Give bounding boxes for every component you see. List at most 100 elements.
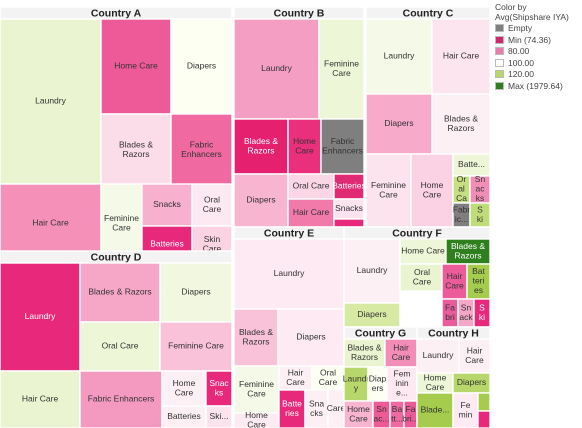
country-group: Country B Laundry Feminine Care Blades & Razo… <box>233 6 366 228</box>
treemap-cell <box>79 321 161 372</box>
legend-label: Min (74.36) <box>508 34 551 45</box>
treemap-cell <box>159 321 233 372</box>
cell-label: Blade... <box>421 405 450 415</box>
country-title: Country F <box>392 227 442 239</box>
cell-label: Batteries <box>332 181 366 191</box>
cell-label: Diapers <box>296 332 325 342</box>
cell-label: Fabr ic... <box>453 205 471 225</box>
treemap-cell <box>318 18 365 120</box>
cell-label: Feminine Care <box>168 341 224 351</box>
cell-label: Laundry <box>423 350 454 360</box>
legend-swatch <box>495 47 504 55</box>
country-group: Country G Blades & Razors Hair Care Laundr yDi… <box>343 326 419 428</box>
treemap-cell <box>458 338 490 374</box>
country-title: Country C <box>403 7 454 19</box>
legend-label: Max (1979.64) <box>508 80 563 91</box>
treemap-cell <box>233 18 320 120</box>
treemap-cell <box>477 410 490 428</box>
cell-label: Hair Care <box>443 51 480 61</box>
treemap-chart: Country A Laundry Home Care Diapers Blades &… <box>0 6 490 428</box>
cell-label: Batteries <box>150 239 184 249</box>
cell-label: Fa bri <box>445 303 455 323</box>
country-title: Country B <box>274 7 325 19</box>
treemap-cell <box>278 389 306 428</box>
cell-label: Home Care <box>401 246 445 256</box>
cell-label: Feminine Care <box>324 59 359 79</box>
cell-label: Ba tt... <box>391 404 403 424</box>
treemap-cell <box>233 173 289 228</box>
treemap-cell <box>452 392 479 428</box>
legend-item: Min (74.36) <box>495 34 582 45</box>
cell-label: Laundry <box>384 51 415 61</box>
cell-label: Sn ac... <box>373 404 389 424</box>
cell-label: Laundry <box>261 63 292 73</box>
treemap-cell <box>233 365 280 414</box>
cell-label: Blades & Razors <box>239 327 273 347</box>
cell-label: Feminine Care <box>371 180 406 200</box>
legend-title-line: Color by <box>495 2 527 12</box>
country-group: Country A Laundry Home Care Diapers Blades &… <box>0 6 233 264</box>
country-title: Country H <box>428 327 479 339</box>
cell-label: Blades & Razors <box>444 114 478 134</box>
cell-label: Hair Care <box>445 271 464 291</box>
cell-label: Sn ack <box>459 303 473 323</box>
cell-label: Fe min <box>459 400 473 420</box>
treemap-cell <box>0 262 81 372</box>
legend-item: 100.00 <box>495 57 582 68</box>
treemap-cell <box>343 238 401 304</box>
treemap-cell <box>0 183 102 264</box>
cell-label: Diapers <box>246 195 275 205</box>
legend-swatch <box>495 24 504 32</box>
cell-label: Oral Care <box>319 368 338 388</box>
country-group: Country F Laundry Home Care Blades & Razors D… <box>343 226 490 328</box>
cell-label: Diapers <box>357 309 386 319</box>
treemap-cell <box>170 113 233 187</box>
color-legend: Color by Avg(Shipshare IYA) Empty Min (74… <box>495 2 582 91</box>
cell-label: Care <box>327 403 346 413</box>
country-group: Country E Laundry Blades & Razors Diapers Fem… <box>233 226 346 428</box>
treemap-cell <box>445 238 490 265</box>
cell-label: Home Care <box>173 378 196 398</box>
cell-label: Home Care <box>347 404 370 424</box>
country-title: Country G <box>355 327 406 339</box>
treemap-cell <box>159 262 233 323</box>
treemap-cell <box>416 392 454 428</box>
treemap-cell <box>477 392 490 412</box>
cell-label: Home Care <box>245 410 268 428</box>
treemap-cell <box>0 18 102 185</box>
treemap-cell <box>205 405 233 428</box>
cell-label: Home Care <box>114 61 158 71</box>
legend-swatch <box>495 58 504 67</box>
cell-label: Snacks <box>335 203 363 213</box>
legend-label: Empty <box>508 23 533 33</box>
cell-label: Feminine Care <box>104 213 139 233</box>
cell-label: Skin Care <box>203 234 222 254</box>
treemap-cell <box>410 153 454 228</box>
treemap-cell <box>416 338 460 374</box>
cell-label: Fa bri... <box>402 404 419 424</box>
treemap-cell <box>399 263 445 292</box>
cell-label: Laundry <box>25 311 56 321</box>
cell-label: Hair Care <box>32 218 69 228</box>
cell-label: Oral Care <box>293 181 330 191</box>
cell-label: Fabric Enhancers <box>88 394 155 404</box>
cell-label: Oral Care <box>203 195 222 215</box>
treemap-cell <box>343 338 386 368</box>
treemap-cell <box>170 18 233 115</box>
cell-label: Hair Care <box>22 394 59 404</box>
country-title: Country D <box>91 251 142 263</box>
cell-label: Diapers <box>181 287 210 297</box>
cell-label: Laundry <box>357 265 388 275</box>
cell-label: Blades & Razors <box>347 343 381 363</box>
legend-swatch <box>495 70 504 78</box>
cell-label: Blades & Razors <box>244 136 278 156</box>
cell-label: Batte... <box>458 159 485 169</box>
treemap-cell <box>343 400 374 428</box>
legend-item: 80.00 <box>495 46 582 57</box>
treemap-cell <box>365 18 433 95</box>
